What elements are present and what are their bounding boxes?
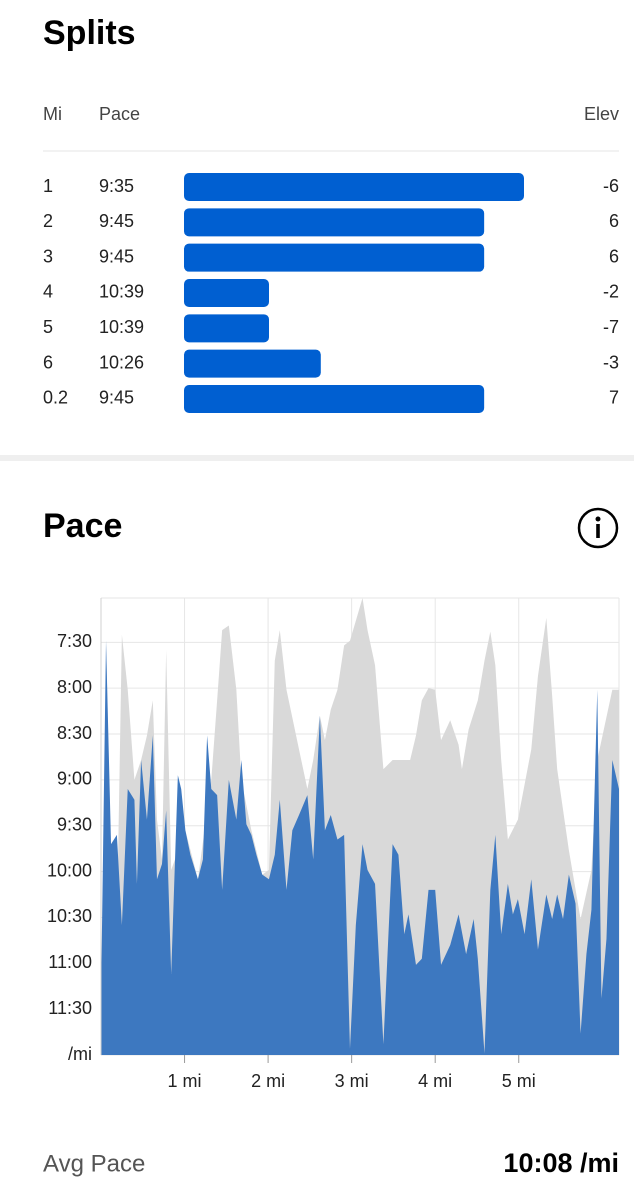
y-tick-label: 8:00	[57, 677, 92, 697]
x-tick-label: 4 mi	[418, 1071, 452, 1091]
split-elev: -7	[603, 317, 619, 337]
split-bar	[184, 278, 269, 307]
split-elev: -2	[603, 282, 619, 302]
header-elev: Elev	[584, 104, 619, 124]
section-separator	[0, 455, 634, 461]
split-pace: 10:39	[99, 317, 144, 337]
pace-area	[101, 640, 619, 1055]
y-tick-label: 7:30	[57, 631, 92, 651]
split-elev: -3	[603, 352, 619, 372]
split-elev: 6	[609, 211, 619, 231]
split-pace: 9:45	[99, 246, 134, 266]
x-tick-label: 5 mi	[502, 1071, 536, 1091]
summary-value: 10:08 /mi	[503, 1148, 619, 1178]
y-tick-label: 11:00	[48, 952, 92, 972]
splits-title: Splits	[43, 14, 136, 52]
split-mi: 5	[43, 317, 53, 337]
summary-label: Avg Pace	[43, 1150, 145, 1177]
split-bar	[184, 314, 269, 343]
x-tick-label: 2 mi	[251, 1071, 285, 1091]
split-mi: 2	[43, 211, 53, 231]
split-elev: -6	[603, 176, 619, 196]
split-mi: 4	[43, 282, 53, 302]
split-bar	[184, 208, 485, 237]
split-elev: 6	[609, 246, 619, 266]
split-elev: 7	[609, 388, 619, 408]
split-mi: 6	[43, 352, 53, 372]
info-stem[interactable]	[596, 524, 600, 538]
split-bar	[184, 243, 485, 272]
header-pace: Pace	[99, 104, 140, 124]
split-mi: 1	[43, 176, 53, 196]
split-pace: 9:45	[99, 388, 134, 408]
header-mi: Mi	[43, 104, 62, 124]
info-dot[interactable]	[595, 516, 601, 522]
split-mi: 0.2	[43, 388, 68, 408]
y-tick-label: 8:30	[57, 723, 92, 743]
info-button[interactable]	[577, 507, 619, 549]
split-pace: 10:26	[99, 352, 144, 372]
info-circle[interactable]	[577, 507, 619, 549]
y-tick-label: 10:30	[47, 906, 92, 926]
x-tick-label: 3 mi	[335, 1071, 369, 1091]
split-mi: 3	[43, 246, 53, 266]
split-bar	[184, 384, 485, 413]
split-bar	[184, 349, 321, 378]
x-tick-label: 1 mi	[168, 1071, 202, 1091]
split-pace: 9:35	[99, 176, 134, 196]
y-tick-label: 11:30	[48, 998, 92, 1018]
y-tick-label: /mi	[68, 1044, 92, 1064]
split-bar	[184, 173, 524, 201]
y-tick-label: 9:30	[57, 814, 92, 834]
split-pace: 9:45	[99, 211, 134, 231]
split-pace: 10:39	[99, 282, 144, 302]
y-tick-label: 10:00	[47, 860, 92, 880]
y-tick-label: 9:00	[57, 769, 92, 789]
pace-title: Pace	[43, 507, 122, 545]
